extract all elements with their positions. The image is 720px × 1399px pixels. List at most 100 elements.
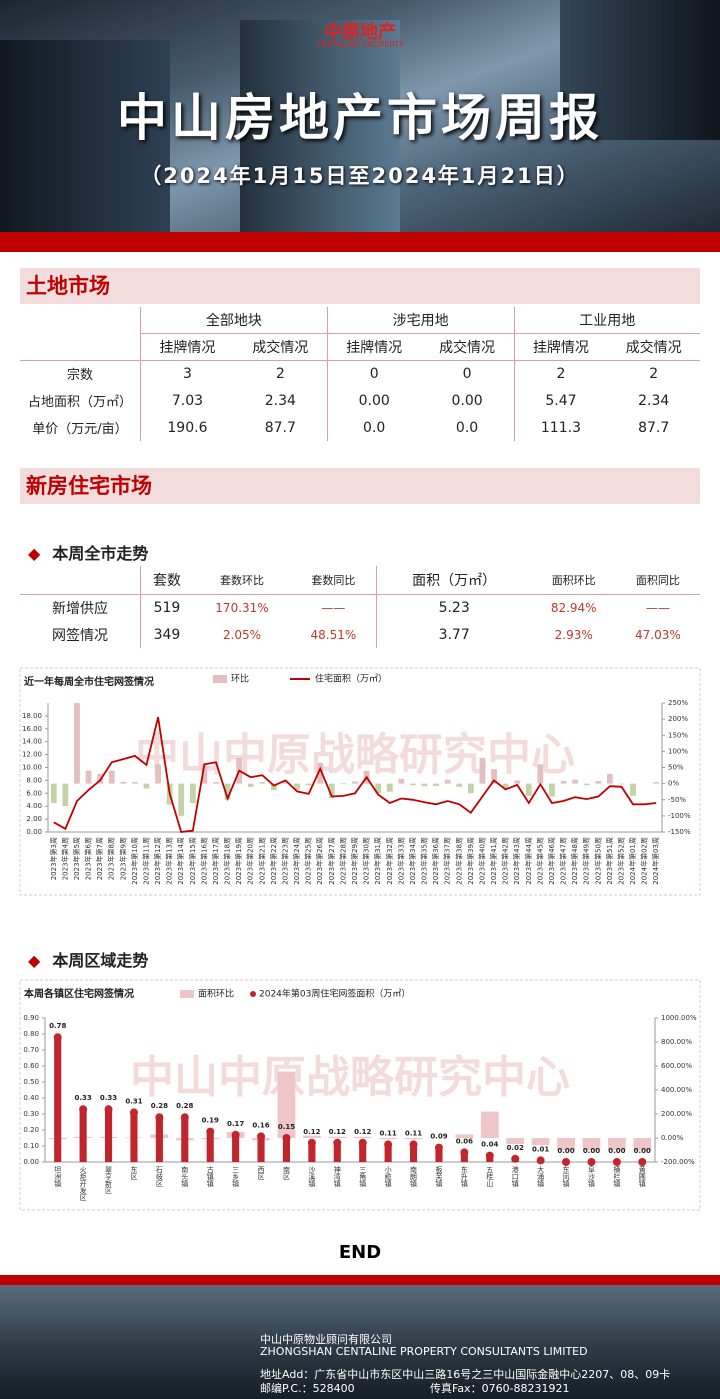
bar — [595, 781, 602, 784]
x-tick-label: 2023年第22周 — [269, 837, 278, 885]
table-cell: 111.3 — [540, 419, 581, 436]
x-tick-label: 2023年第3周 — [49, 837, 58, 880]
chart-title: 本周各镇区住宅网签情况 — [24, 987, 134, 1000]
bar-cap — [307, 1138, 316, 1147]
x-tick-label: 翠亨新区 — [105, 1166, 113, 1194]
bar — [386, 783, 393, 792]
bar — [502, 783, 509, 790]
x-tick-label: 三乡镇 — [232, 1166, 240, 1188]
x-tick-label: 2023年第47周 — [559, 837, 568, 885]
bar-cap — [536, 1156, 545, 1165]
address: 地址Add：广东省中山市东区中山三路16号之三中山国际金融中心2207、08、0… — [260, 1368, 671, 1381]
table-cell: 2.05% — [222, 627, 262, 642]
x-tick-label: 2023年第23周 — [280, 837, 289, 885]
bar — [143, 783, 150, 789]
x-tick-label: 三角镇 — [359, 1166, 367, 1188]
bar — [189, 783, 196, 803]
x-tick-label: 2023年第27周 — [327, 837, 336, 885]
table-cell: 0.00 — [358, 392, 390, 409]
bar — [653, 782, 660, 784]
x-tick-label: 坦洲镇 — [54, 1165, 62, 1188]
x-tick-label: 2023年第51周 — [605, 837, 614, 885]
y-tick-label: 6.00 — [26, 789, 42, 797]
y2-tick-label: 0% — [668, 780, 679, 788]
bar — [282, 1138, 291, 1162]
bar — [259, 782, 266, 784]
table-cell — [20, 333, 141, 360]
x-tick-label: 2023年第33周 — [396, 837, 405, 885]
table-cell: 0.0 — [420, 414, 515, 441]
column-header: 成交情况 — [625, 339, 682, 356]
footer-background — [0, 1285, 720, 1399]
table-cell: 3.77 — [438, 626, 470, 643]
data-label: 0.12 — [329, 1128, 346, 1136]
bar — [201, 764, 208, 784]
data-label: 0.00 — [583, 1147, 600, 1155]
x-tick-label: 五桂山 — [486, 1166, 494, 1188]
y2-tick-label: -50% — [668, 796, 686, 804]
bar — [444, 779, 451, 784]
y-tick-label: 4.00 — [26, 802, 42, 810]
x-tick-label: 2023年第50周 — [593, 837, 602, 885]
building — [240, 20, 400, 232]
bar — [308, 1142, 316, 1162]
bar — [155, 764, 161, 784]
y2-tick-label: 1000.00% — [661, 1014, 697, 1022]
data-label: 0.28 — [151, 1102, 168, 1110]
company-name-en: ZHONGSHAN CENTALINE PROPERTY CONSULTANTS… — [260, 1345, 588, 1358]
bar-cap — [562, 1158, 571, 1166]
bar-cap — [511, 1154, 520, 1163]
data-label: 0.12 — [354, 1128, 371, 1136]
data-label: 0.17 — [227, 1120, 244, 1128]
x-tick-label: 2023年第11周 — [141, 837, 150, 885]
table-cell — [20, 307, 141, 333]
x-tick-label: 2023年第49周 — [582, 837, 591, 885]
bar — [480, 1111, 499, 1138]
y-tick-label: 10.00 — [22, 764, 42, 772]
y-tick-label: 0.50 — [23, 1078, 39, 1086]
y2-tick-label: 0.00% — [661, 1134, 684, 1142]
bar — [582, 1138, 601, 1150]
y-tick-label: 0.30 — [23, 1110, 39, 1118]
x-tick-label: 2023年第31周 — [373, 837, 382, 885]
table-cell: 47.03% — [635, 627, 681, 642]
bar-cap — [282, 1134, 291, 1142]
x-tick-label: 2023年第20周 — [246, 837, 255, 885]
bar-cap — [409, 1140, 418, 1149]
table-row: 网签情况 349 2.05% 48.51% 3.77 2.93% 47.03% — [20, 621, 700, 648]
y-tick-label: 12.00 — [22, 751, 42, 759]
chart-frame — [19, 667, 701, 896]
bar — [333, 1142, 341, 1162]
data-label: 0.02 — [507, 1144, 524, 1152]
table-cell: —— — [645, 600, 670, 615]
table-cell: 87.7 — [233, 414, 328, 441]
y-tick-label: 0.80 — [23, 1030, 39, 1038]
x-tick-label: 2023年第37周 — [443, 837, 452, 885]
y2-tick-label: 400.00% — [661, 1086, 692, 1094]
x-tick-label: 2023年第14周 — [176, 837, 185, 885]
bar — [506, 1138, 525, 1144]
x-tick-label: 2023年第40周 — [477, 837, 486, 885]
y2-tick-label: 800.00% — [661, 1038, 692, 1046]
bar — [379, 1138, 398, 1140]
y2-tick-label: -150% — [668, 828, 691, 836]
row-header: 新增供应 — [20, 594, 141, 621]
bar — [352, 781, 358, 784]
bar-cap — [129, 1108, 138, 1117]
bar — [384, 1144, 392, 1162]
table-row: 套数 套数环比 套数同比 面积（万㎡） 面积环比 面积同比 — [20, 566, 700, 594]
x-tick-label: 2023年第42周 — [501, 837, 510, 885]
table-cell: 2.93% — [554, 627, 593, 642]
bar — [583, 783, 590, 786]
y2-tick-label: 100% — [668, 747, 688, 755]
x-tick-label: 2023年第52周 — [616, 837, 625, 885]
table-cell: 48.51% — [291, 621, 377, 648]
y-tick-label: 0.40 — [23, 1094, 39, 1102]
x-tick-label: 2024年第03周 — [651, 837, 660, 885]
company-name: 中山中原物业顾问有限公司 — [260, 1333, 392, 1346]
bar — [549, 783, 555, 797]
bar — [467, 783, 474, 794]
x-tick-label: 南头镇 — [181, 1165, 189, 1188]
table-row: 挂牌情况 成交情况 挂牌情况 成交情况 挂牌情况 成交情况 — [20, 333, 700, 360]
x-tick-label: 阜沙镇 — [587, 1165, 595, 1188]
